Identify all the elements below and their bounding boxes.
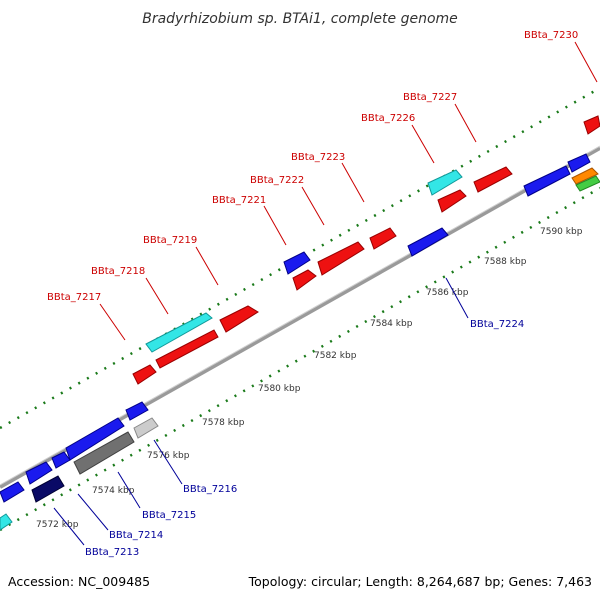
gene-label-forward[interactable]: BBta_7227 <box>403 92 457 103</box>
gene-feature[interactable] <box>133 417 159 439</box>
gene-feature[interactable] <box>155 329 219 369</box>
gene-feature[interactable] <box>292 269 317 291</box>
gene-feature[interactable] <box>473 166 513 193</box>
tick-label: 7588 kbp <box>484 257 527 267</box>
tick-label: 7572 kbp <box>36 520 79 530</box>
reverse-gene-labels: BBta_7213 BBta_7214 BBta_7215 BBta_7216 … <box>53 277 524 558</box>
gene-label-forward[interactable]: BBta_7223 <box>291 152 345 163</box>
gene-feature[interactable] <box>427 169 463 196</box>
tick-label: 7580 kbp <box>258 384 301 394</box>
tick-label: 7576 kbp <box>147 451 190 461</box>
gene-label-forward[interactable]: BBta_7222 <box>250 175 304 186</box>
genome-summary-text: Topology: circular; Length: 8,264,687 bp… <box>248 574 592 589</box>
gene-feature[interactable] <box>125 401 149 421</box>
gene-label-reverse[interactable]: BBta_7216 <box>183 484 237 495</box>
gene-feature[interactable] <box>219 305 259 333</box>
gene-feature[interactable] <box>571 167 599 185</box>
reverse-genes <box>0 153 591 531</box>
gene-feature[interactable] <box>31 475 65 503</box>
gene-label-forward[interactable]: BBta_7219 <box>143 235 197 246</box>
tick-labels: 7572 kbp 7574 kbp 7576 kbp 7578 kbp 7580… <box>36 227 583 530</box>
leader-line <box>99 303 126 341</box>
leader-line <box>77 493 109 531</box>
gene-feature[interactable] <box>583 115 600 135</box>
gene-label-reverse[interactable]: BBta_7224 <box>470 319 524 330</box>
leader-line <box>117 471 141 509</box>
leader-line <box>411 124 435 164</box>
leader-line <box>263 205 287 246</box>
gene-feature[interactable] <box>283 251 311 275</box>
map-title: Bradyrhizobium sp. BTAi1, complete genom… <box>142 11 458 27</box>
gene-feature[interactable] <box>575 175 600 192</box>
gene-feature[interactable] <box>145 312 213 353</box>
leader-line <box>153 439 183 485</box>
forward-gene-labels: BBta_7217 BBta_7218 BBta_7219 BBta_7221 … <box>47 30 598 341</box>
gene-label-forward[interactable]: BBta_7218 <box>91 266 145 277</box>
gene-label-forward[interactable]: BBta_7230 <box>524 30 578 41</box>
gene-label-forward[interactable]: BBta_7217 <box>47 292 101 303</box>
gene-feature[interactable] <box>65 417 125 461</box>
gene-feature[interactable] <box>317 241 365 276</box>
gene-label-reverse[interactable]: BBta_7215 <box>142 510 196 521</box>
tick-label: 7586 kbp <box>426 288 469 298</box>
inner-tick-line <box>0 186 600 532</box>
gene-feature[interactable] <box>73 431 135 475</box>
tick-label: 7590 kbp <box>540 227 583 237</box>
leader-line <box>445 277 469 319</box>
gene-label-forward[interactable]: BBta_7221 <box>212 195 266 206</box>
leader-line <box>341 162 365 203</box>
gene-feature[interactable] <box>0 481 25 503</box>
leader-line <box>53 507 85 546</box>
gene-label-reverse[interactable]: BBta_7214 <box>109 530 163 541</box>
leader-line <box>145 277 169 315</box>
gene-feature[interactable] <box>25 461 53 485</box>
gene-label-forward[interactable]: BBta_7226 <box>361 113 415 124</box>
leader-line <box>195 246 219 286</box>
tick-label: 7584 kbp <box>370 319 413 329</box>
gene-feature[interactable] <box>132 364 157 385</box>
gene-label-reverse[interactable]: BBta_7213 <box>85 547 139 558</box>
accession-text: Accession: NC_009485 <box>8 574 150 589</box>
gene-feature[interactable] <box>369 227 397 250</box>
gene-feature[interactable] <box>567 153 591 173</box>
leader-line <box>454 103 477 143</box>
tick-label: 7578 kbp <box>202 418 245 428</box>
forward-genes <box>132 115 600 385</box>
gene-feature[interactable] <box>437 189 467 213</box>
gene-feature[interactable] <box>407 227 449 257</box>
tick-label: 7574 kbp <box>92 486 135 496</box>
leader-line <box>574 41 598 83</box>
leader-line <box>301 186 325 226</box>
tick-label: 7582 kbp <box>314 351 357 361</box>
gene-feature[interactable] <box>523 165 571 197</box>
gene-feature[interactable] <box>0 513 13 531</box>
